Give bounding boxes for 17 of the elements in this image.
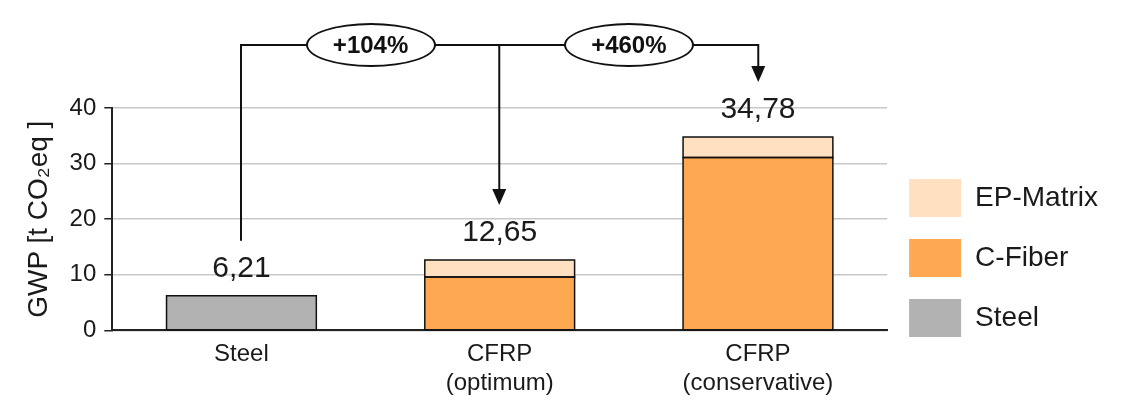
y-tick-label: 10 <box>69 259 97 287</box>
legend-label: C-Fiber <box>975 240 1069 272</box>
total-label: 12,65 <box>462 214 538 248</box>
x-tick-label: CFRP (optimum) <box>445 339 554 396</box>
legend-label: EP-Matrix <box>975 180 1099 212</box>
y-tick-label: 40 <box>69 92 97 120</box>
y-tick-label: 30 <box>69 148 97 176</box>
total-label: 34,78 <box>720 91 796 125</box>
total-label: 6,21 <box>212 250 271 284</box>
x-tick-label: CFRP (conservative) <box>682 339 834 396</box>
text: +460% <box>563 23 694 67</box>
legend-label: Steel <box>975 300 1039 332</box>
y-axis-title: GWP [t CO₂eq ] <box>21 120 53 318</box>
text: +104% <box>305 23 436 67</box>
x-tick-label: Steel <box>214 339 269 367</box>
y-tick-label: 0 <box>82 315 97 343</box>
y-tick-label: 20 <box>69 203 97 231</box>
